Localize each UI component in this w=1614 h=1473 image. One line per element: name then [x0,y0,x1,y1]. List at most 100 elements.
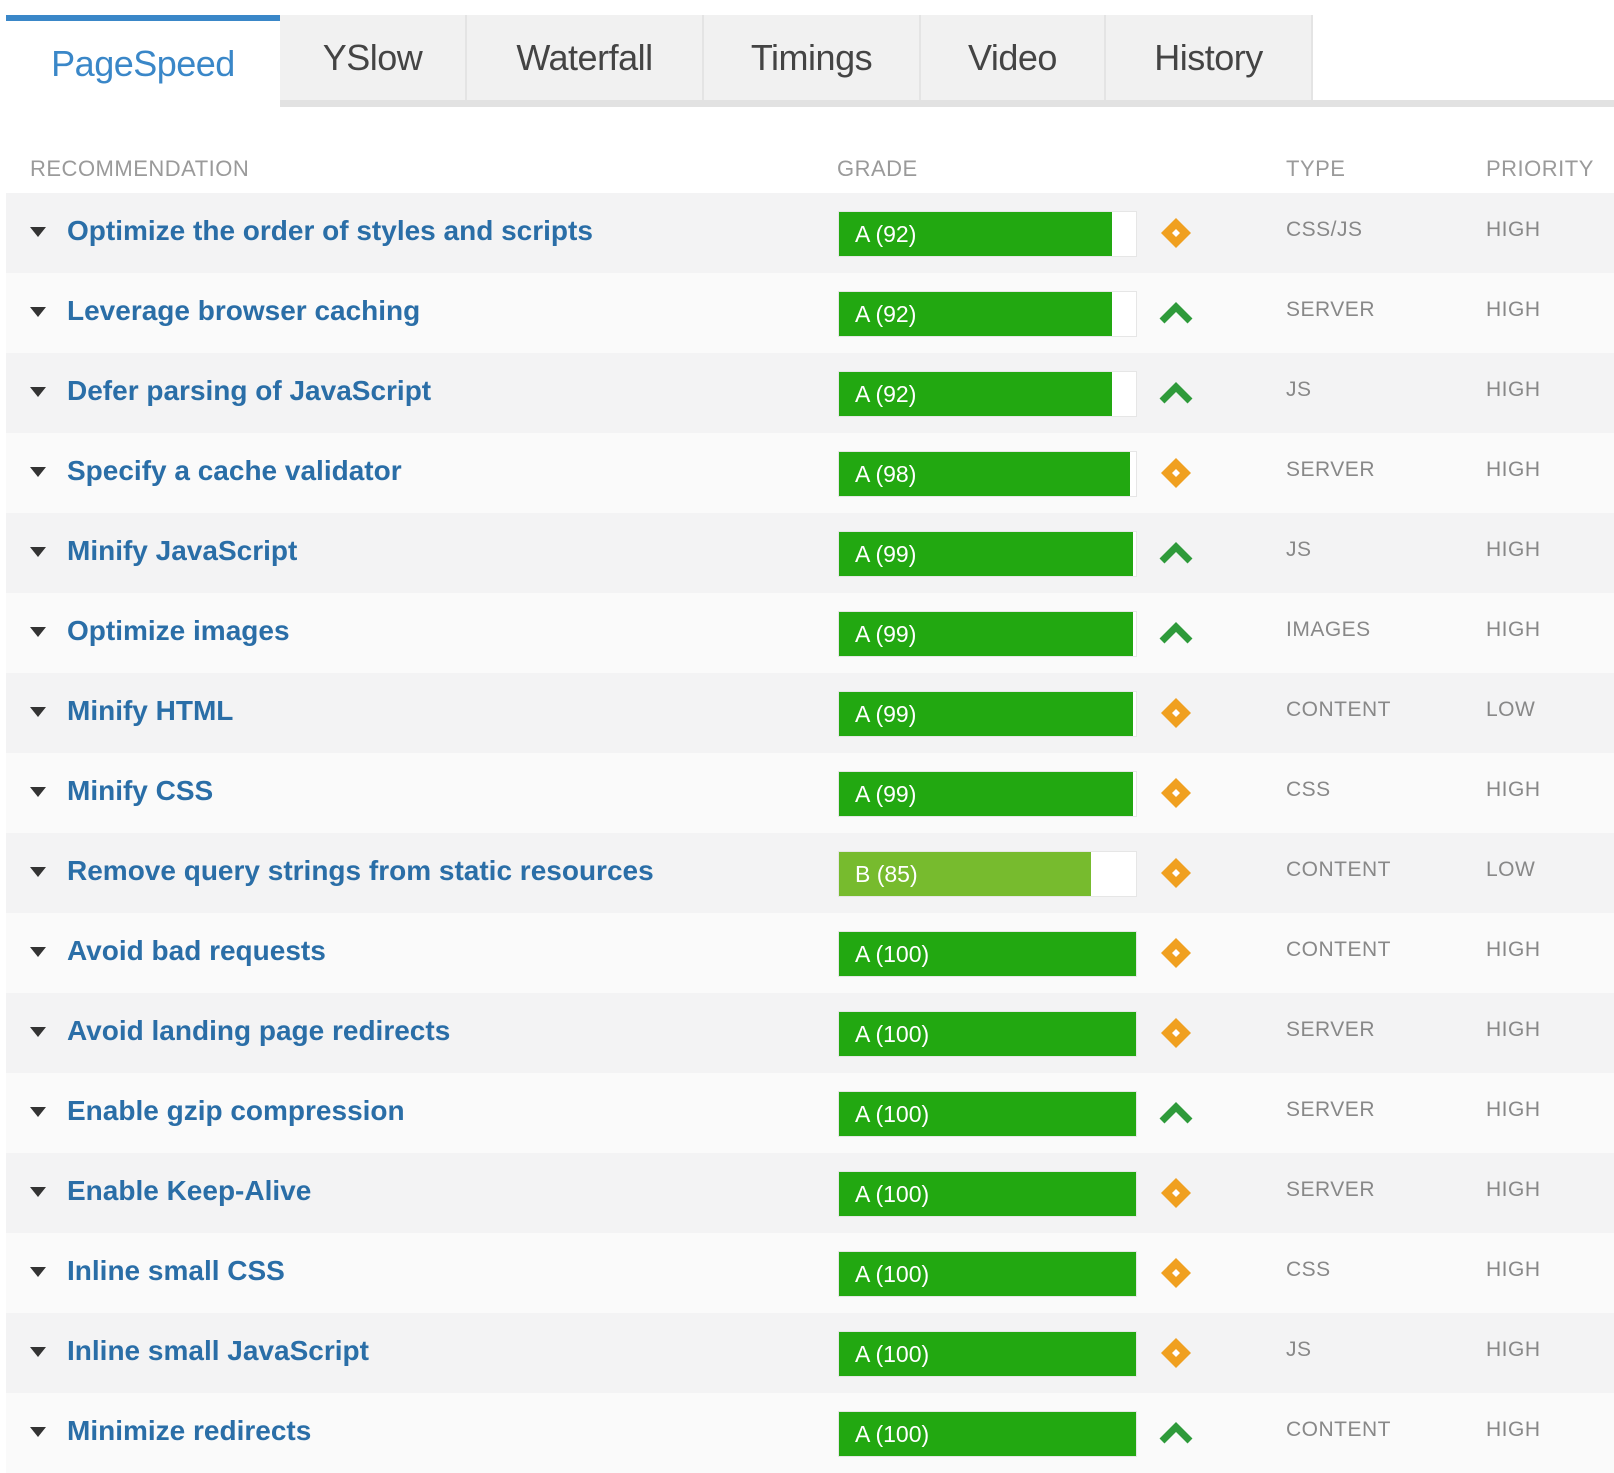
recommendation-row[interactable]: Specify a cache validator A (98) SERVER HIG… [6,433,1614,513]
recommendation-title[interactable]: Minify CSS [67,775,214,806]
expand-arrow[interactable] [30,307,46,317]
neutral-icon [1161,698,1191,728]
priority: HIGH [1486,1258,1541,1281]
grade-label: A (98) [855,461,917,487]
recommendation-row[interactable]: Minimize redirects A (100) CONTENT HIGH [6,1393,1614,1473]
recommendation-row[interactable]: Avoid landing page redirects A (100) SERVE… [6,993,1614,1073]
column-header: TYPE [1286,156,1346,181]
neutral-icon [1161,1258,1191,1288]
grade-bar-track: A (92) [838,211,1137,257]
recommendation-row[interactable]: Inline small JavaScript A (100) JS HIGH [6,1313,1614,1393]
recommendation-row[interactable]: Avoid bad requests A (100) CONTENT HIGH [6,913,1614,993]
expand-arrow[interactable] [30,467,46,477]
recommendation-title[interactable]: Optimize the order of styles and scripts [67,215,593,246]
tab[interactable]: Timings [704,15,921,100]
grade-bar [839,612,1134,656]
recommendation-title[interactable]: Specify a cache validator [67,455,402,486]
grade-bar [839,692,1134,736]
grade-bar [839,772,1134,816]
grade-bar [839,372,1113,416]
neutral-icon [1161,218,1191,248]
priority: HIGH [1486,938,1541,961]
neutral-icon [1161,938,1191,968]
recommendation-row[interactable]: Enable Keep-Alive A (100) SERVER HIGH [6,1153,1614,1233]
recommendation-title[interactable]: Enable gzip compression [67,1095,405,1126]
expand-arrow[interactable] [30,867,46,877]
priority: LOW [1486,858,1536,881]
expand-arrow[interactable] [30,1027,46,1037]
tab[interactable]: Waterfall [467,15,704,100]
expand-arrow[interactable] [30,1347,46,1357]
grade-label: A (100) [855,1421,930,1447]
recommendation-row[interactable]: Inline small CSS A (100) CSS HIGH [6,1233,1614,1313]
recommendation-row[interactable]: Minify HTML A (99) CONTENT LOW [6,673,1614,753]
grade-bar-track: A (92) [838,291,1137,337]
recommendation-title[interactable]: Avoid landing page redirects [67,1015,451,1046]
priority: LOW [1486,698,1536,721]
recommendation-row[interactable]: Remove query strings from static resourc… [6,833,1614,913]
type: CONTENT [1286,698,1391,721]
priority: HIGH [1486,1178,1541,1201]
tab[interactable]: PageSpeed [6,15,280,107]
grade-label: B (85) [855,861,918,887]
column-header: RECOMMENDATION [30,156,250,181]
tab[interactable]: History [1106,15,1313,100]
grade-bar-track: A (100) [838,1331,1137,1377]
grade-bar [839,212,1113,256]
expand-arrow[interactable] [30,547,46,557]
neutral-icon [1161,778,1191,808]
recommendation-row[interactable]: Optimize images A (99) IMAGES HIGH [6,593,1614,673]
priority: HIGH [1486,618,1541,641]
grade-bar-track: A (100) [838,1011,1137,1057]
priority: HIGH [1486,298,1541,321]
recommendation-row[interactable]: Optimize the order of styles and scripts… [6,193,1614,273]
grade-label: A (92) [855,301,917,327]
recommendation-row[interactable]: Leverage browser caching A (92) SERVER HIGH [6,273,1614,353]
recommendation-row[interactable]: Defer parsing of JavaScript A (92) JS HIGH [6,353,1614,433]
recommendation-title[interactable]: Minimize redirects [67,1415,312,1446]
trend-up-icon [1159,1102,1193,1124]
expand-arrow[interactable] [30,787,46,797]
expand-arrow[interactable] [30,387,46,397]
recommendation-title[interactable]: Avoid bad requests [67,935,326,966]
recommendation-title[interactable]: Defer parsing of JavaScript [67,375,432,406]
recommendation-title[interactable]: Minify JavaScript [67,535,298,566]
neutral-icon [1161,1178,1191,1208]
grade-label: A (92) [855,221,917,247]
grade-label: A (100) [855,1261,930,1287]
expand-arrow[interactable] [30,707,46,717]
grade-label: A (100) [855,1181,930,1207]
tab[interactable]: YSlow [280,15,467,100]
recommendation-title[interactable]: Inline small CSS [67,1255,285,1286]
recommendation-title[interactable]: Optimize images [67,615,290,646]
expand-arrow[interactable] [30,1187,46,1197]
recommendation-row[interactable]: Minify JavaScript A (99) JS HIGH [6,513,1614,593]
recommendation-title[interactable]: Enable Keep-Alive [67,1175,312,1206]
expand-arrow[interactable] [30,627,46,637]
priority: HIGH [1486,458,1541,481]
recommendation-title[interactable]: Remove query strings from static resourc… [67,855,654,886]
expand-arrow[interactable] [30,1107,46,1117]
type: JS [1286,378,1312,401]
expand-arrow[interactable] [30,1427,46,1437]
recommendation-row[interactable]: Enable gzip compression A (100) SERVER HIGH [6,1073,1614,1153]
type: SERVER [1286,1178,1375,1201]
tab[interactable]: Video [921,15,1106,100]
recommendation-title[interactable]: Minify HTML [67,695,234,726]
grade-bar-track: A (99) [838,611,1137,657]
grade-label: A (92) [855,381,917,407]
type: IMAGES [1286,618,1371,641]
expand-arrow[interactable] [30,227,46,237]
expand-arrow[interactable] [30,947,46,957]
tab-underline [280,100,1614,107]
recommendation-title[interactable]: Inline small JavaScript [67,1335,369,1366]
neutral-icon [1161,458,1191,488]
recommendation-title[interactable]: Leverage browser caching [67,295,421,326]
recommendation-row[interactable]: Minify CSS A (99) CSS HIGH [6,753,1614,833]
priority: HIGH [1486,218,1541,241]
priority: HIGH [1486,538,1541,561]
grade-label: A (99) [855,541,917,567]
grade-bar [839,1412,1136,1456]
expand-arrow[interactable] [30,1267,46,1277]
